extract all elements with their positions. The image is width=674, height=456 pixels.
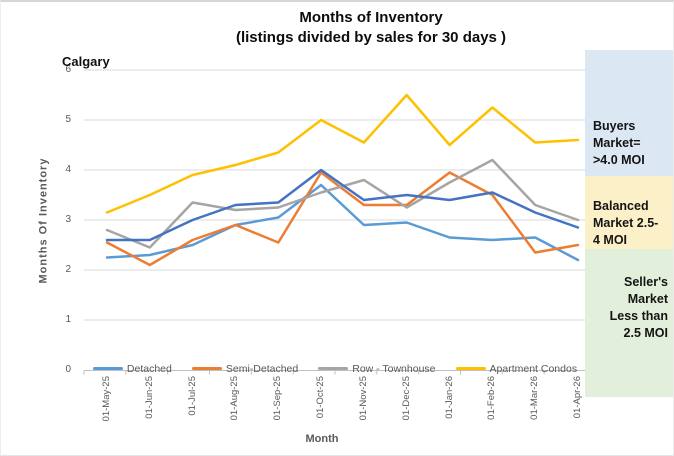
y-tick-label: 6 (65, 64, 71, 75)
region-label: Calgary (62, 54, 110, 69)
y-tick-label: 4 (65, 164, 71, 175)
legend-line-swatch (92, 367, 123, 370)
x-tick-label: 01-Jun-25 (143, 376, 155, 419)
x-tick-label: 01-May-25 (101, 376, 112, 422)
x-tick-label: 01-Aug-25 (229, 376, 241, 421)
x-tick-label: 01-Jan-26 (443, 376, 455, 419)
y-tick-label: 3 (65, 214, 71, 225)
legend-item: Apartment Condos (455, 362, 578, 375)
balanced-market-zone-box: Balanced Market 2.5- 4 MOI (585, 176, 673, 249)
chart-legend: Detached Semi-Detached Row - Townhouse Apar… (84, 361, 586, 376)
chart-title-line2: (listings divided by sales for 30 days ) (235, 29, 507, 46)
sellers-market-zone-box: Seller's Market Less than 2.5 MOI (585, 249, 673, 397)
buyers-market-zone-box: Buyers Market= >4.0 MOI (585, 50, 673, 176)
legend-line-swatch (455, 367, 486, 370)
series-line-Detached (105, 183, 580, 262)
buyers-market-zone-text: Buyers Market= >4.0 MOI (593, 119, 645, 167)
legend-line-swatch (318, 367, 349, 370)
chart-title-line1: Months of Inventory (299, 9, 443, 26)
x-tick-label: 01-Dec-25 (400, 376, 412, 421)
series-line-unlabeled (105, 168, 580, 242)
legend-line-swatch (191, 367, 222, 370)
balanced-market-zone-text: Balanced Market 2.5- 4 MOI (593, 199, 659, 247)
series-line-Semi-Detached (105, 171, 580, 267)
legend-label: Row - Townhouse (352, 362, 436, 375)
series-line-Apartment Condos (105, 93, 580, 214)
x-tick-label: 01-Nov-25 (357, 376, 369, 421)
legend-item: Row - Townhouse (318, 362, 436, 375)
x-tick-label: 01-Jul-25 (186, 376, 198, 416)
x-tick-label: 01-Feb-26 (486, 376, 498, 420)
chart-title: Months of Inventory (listings divided by… (71, 8, 671, 48)
x-tick-label: 01-Sep-25 (272, 376, 284, 421)
legend-label: Apartment Condos (489, 362, 578, 375)
x-tick-label: 01-Oct-25 (315, 376, 327, 419)
y-tick-label: 0 (65, 364, 71, 375)
sellers-market-zone-text: Seller's Market Less than 2.5 MOI (609, 275, 668, 340)
y-tick-label: 5 (65, 114, 71, 125)
legend-label: Semi-Detached (225, 362, 299, 375)
x-axis-title: Month (305, 433, 339, 445)
x-tick-label: 01-Apr-26 (572, 376, 584, 419)
y-tick-label: 1 (65, 314, 71, 325)
legend-item: Detached (92, 362, 172, 375)
legend-item: Semi-Detached (191, 362, 299, 375)
x-tick-label: 01-Mar-26 (529, 376, 541, 420)
legend-label: Detached (126, 362, 172, 375)
y-tick-label: 2 (65, 264, 71, 275)
